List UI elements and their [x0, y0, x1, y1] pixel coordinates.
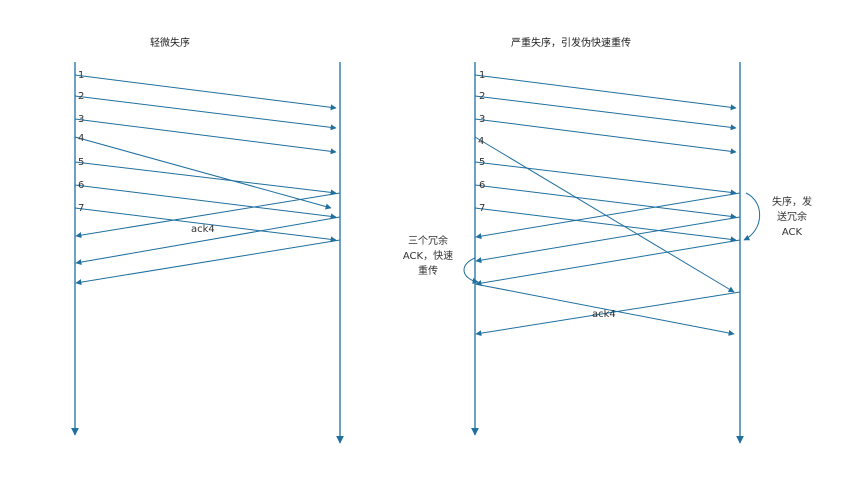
left-panel-title: 轻微失序: [150, 38, 190, 49]
right-packet-3-arrow: [474, 118, 737, 155]
left-packet-2-arrow: [74, 95, 337, 131]
right-label-2: 2: [479, 91, 486, 102]
left-ack-3-arrow: [75, 239, 341, 286]
left-packet-3-arrow: [74, 118, 337, 155]
right-ack-1-arrow: [475, 192, 741, 240]
sender-note-line-2: ACK，快速: [402, 251, 454, 262]
left-ack-2-arrow: [75, 216, 341, 266]
left-packet-4-arrow: [74, 136, 332, 210]
right-packet-2-arrow: [474, 95, 737, 131]
receiver-note-curve-arrow: [743, 192, 761, 241]
right-label-7: 7: [479, 203, 486, 214]
receiver-note-line-2: 送冗余: [777, 212, 807, 223]
left-label-2: 2: [78, 91, 85, 102]
left-packet-7-arrow: [74, 207, 337, 243]
left-ack-1-arrow: [75, 192, 341, 239]
right-label-3: 3: [479, 114, 486, 125]
receiver-note: 失序，发 送冗余 ACK: [766, 195, 818, 240]
receiver-note-line-3: ACK: [781, 227, 803, 238]
right-packet-7-arrow: [474, 207, 737, 243]
right-label-1: 1: [479, 70, 486, 81]
right-retransmit-4-arrow: [474, 283, 735, 336]
right-ack4-arrow: [475, 291, 741, 337]
left-label-6: 6: [78, 180, 85, 191]
left-packet-1-arrow: [74, 74, 337, 111]
sender-note: 三个冗余 ACK，快速 重传: [397, 234, 459, 279]
right-packet-4-arrow: [474, 136, 735, 293]
left-label-3: 3: [78, 114, 85, 125]
sender-note-curve-arrow: [463, 257, 479, 284]
right-packet-1-arrow: [474, 74, 737, 111]
left-packet-6-arrow: [74, 184, 337, 220]
sender-note-line-1: 三个冗余: [408, 236, 448, 247]
left-label-4: 4: [78, 133, 85, 144]
right-label-6: 6: [479, 180, 486, 191]
right-ack4-label: ack4: [592, 309, 616, 320]
left-ack4-label: ack4: [191, 224, 215, 235]
sender-note-line-3: 重传: [418, 266, 438, 277]
right-ack-3-arrow: [475, 239, 741, 287]
left-label-1: 1: [78, 70, 85, 81]
right-ack-2-arrow: [475, 216, 741, 264]
left-label-5: 5: [78, 157, 85, 168]
left-label-7: 7: [78, 203, 85, 214]
right-packet-6-arrow: [474, 184, 737, 220]
right-label-4: 4: [478, 136, 485, 147]
right-label-5: 5: [479, 157, 486, 168]
right-packet-5-arrow: [474, 161, 737, 196]
right-panel-title: 严重失序，引发伪快速重传: [511, 38, 631, 49]
left-packet-5-arrow: [74, 161, 337, 196]
receiver-note-line-1: 失序，发: [772, 197, 812, 208]
